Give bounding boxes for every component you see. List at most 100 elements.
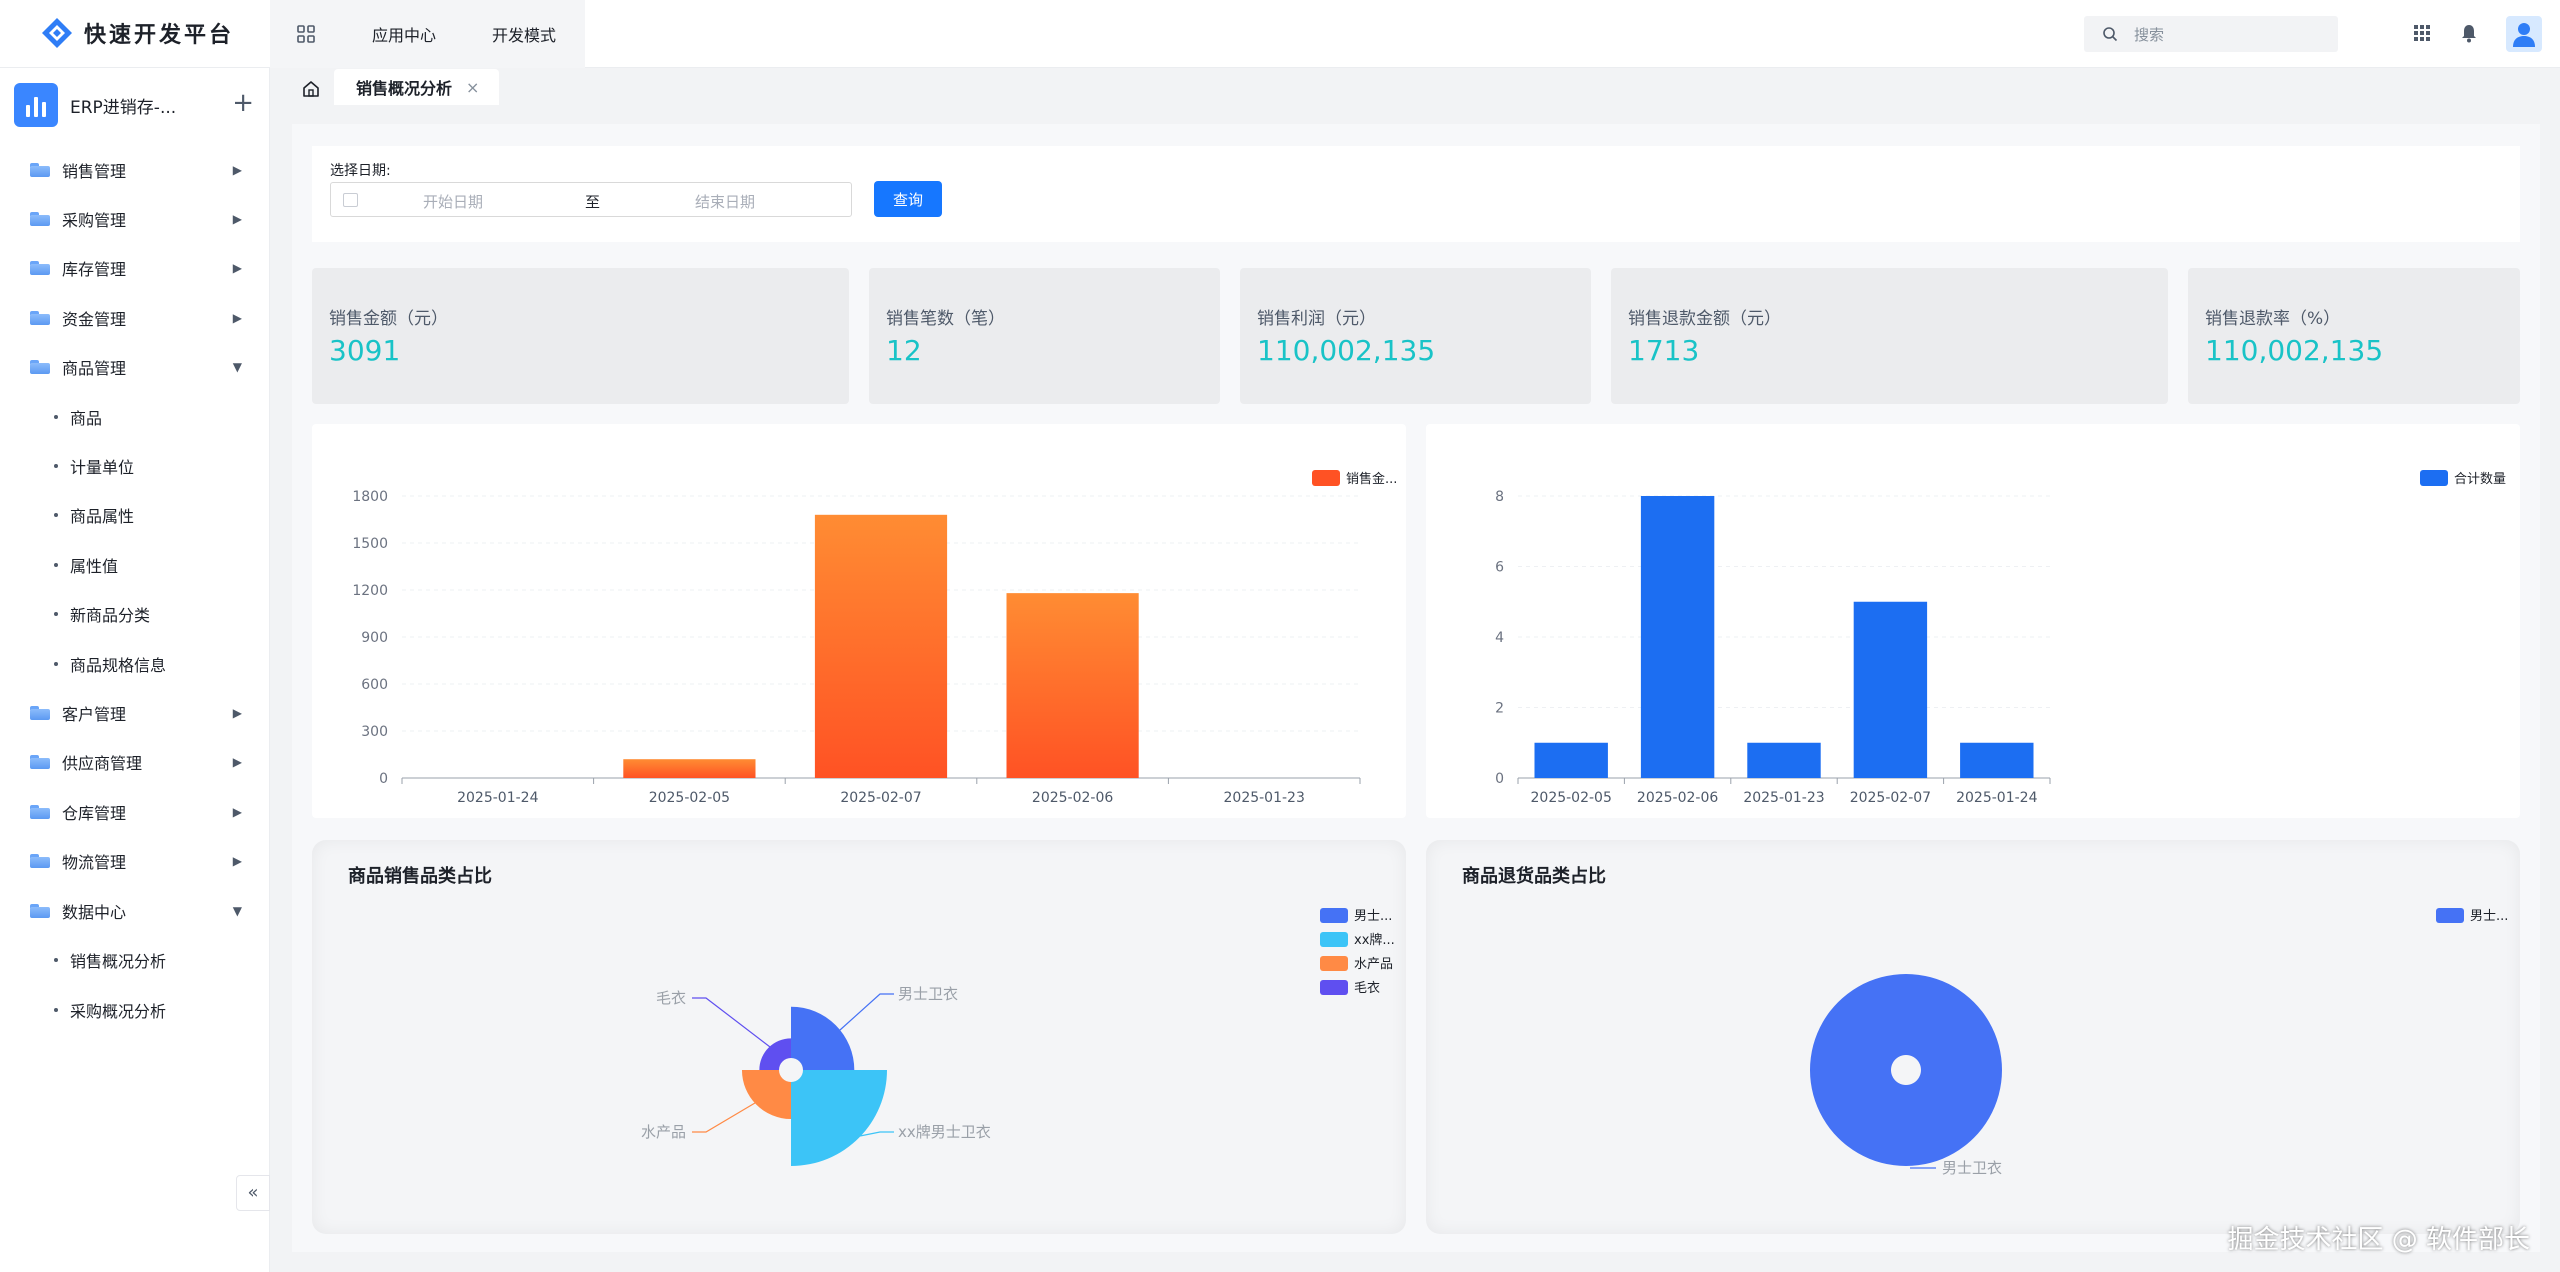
bar[interactable]	[1006, 593, 1139, 778]
stat-card-refund-amount: 销售退款金额（元） 1713	[1611, 268, 2168, 404]
end-date-input[interactable]: 结束日期	[695, 193, 756, 211]
user-avatar[interactable]	[2506, 16, 2542, 52]
folder-icon	[30, 359, 50, 374]
menu-purchase[interactable]: 采购管理 ▶	[0, 194, 270, 243]
submenu-label: 采购概况分析	[70, 1001, 167, 1021]
legend-label[interactable]: 男士...	[2470, 909, 2508, 924]
pie-slice[interactable]	[1809, 974, 2002, 1166]
menu-goods[interactable]: 商品管理 ▼	[0, 342, 270, 391]
brand-logo[interactable]: 快速开发平台	[40, 16, 234, 50]
bar[interactable]	[1853, 601, 1928, 778]
quantity-chart: 0 2 4 6 8 2025-02-05 2025-02-06 2025-01-23 2025-…	[1426, 424, 2520, 818]
legend-swatch[interactable]	[1320, 908, 1348, 923]
stat-card-sales-profit: 销售利润（元） 110,002,135	[1240, 268, 1591, 404]
caret-right-icon: ▶	[232, 705, 242, 720]
search-input[interactable]: 搜索	[2134, 25, 2165, 44]
submenu-label: 新商品分类	[70, 605, 151, 625]
submenu-unit[interactable]: 计量单位	[0, 441, 270, 490]
x-tick-label: 2025-02-07	[1850, 790, 1931, 806]
legend-label[interactable]: 男士...	[1354, 909, 1392, 924]
legend-swatch[interactable]	[2420, 470, 2448, 486]
sales-category-title: 商品销售品类占比	[348, 866, 492, 887]
menu-label: 采购管理	[62, 210, 127, 230]
bar[interactable]	[814, 514, 948, 778]
add-icon[interactable]: +	[232, 88, 254, 118]
pie-slice-label: 男士卫衣	[1942, 1159, 2002, 1177]
bar[interactable]	[1960, 742, 2034, 778]
legend-swatch[interactable]	[1320, 932, 1348, 947]
bar[interactable]	[1534, 742, 1608, 778]
app-grid-icon[interactable]	[296, 24, 316, 44]
menu-inventory[interactable]: 库存管理 ▶	[0, 243, 270, 292]
submenu-attribute-value[interactable]: 属性值	[0, 540, 270, 589]
app-switcher[interactable]: ERP进销存-... +	[14, 80, 254, 130]
grid-menu-icon[interactable]	[2411, 22, 2433, 44]
legend-label[interactable]: 销售金...	[1346, 471, 1397, 487]
legend-label[interactable]: xx牌...	[1354, 932, 1395, 948]
x-tick-label: 2025-02-05	[649, 790, 730, 806]
y-tick-label: 1800	[352, 489, 388, 505]
nav-app-center[interactable]: 应用中心	[372, 26, 437, 45]
submenu-spec[interactable]: 商品规格信息	[0, 639, 270, 688]
pie-label-line	[859, 1131, 894, 1137]
submenu-goods[interactable]: 商品	[0, 392, 270, 441]
legend-swatch[interactable]	[2436, 908, 2464, 923]
stat-label: 销售退款率（%）	[2205, 309, 2341, 329]
search-box[interactable]: 搜索	[2084, 16, 2338, 52]
bar[interactable]	[1640, 496, 1715, 778]
caret-right-icon: ▶	[232, 260, 242, 275]
pie-slice[interactable]	[759, 1038, 791, 1070]
submenu-attribute[interactable]: 商品属性	[0, 490, 270, 539]
collapse-sidebar-button[interactable]: «	[236, 1175, 270, 1211]
tab-sales-analysis[interactable]: 销售概况分析 ×	[334, 69, 500, 105]
menu-customer[interactable]: 客户管理 ▶	[0, 688, 270, 737]
search-icon	[2103, 27, 2118, 42]
menu-sales[interactable]: 销售管理 ▶	[0, 145, 270, 194]
close-icon[interactable]: ×	[466, 77, 480, 97]
pie-slice-label: 水产品	[641, 1123, 686, 1141]
menu-warehouse[interactable]: 仓库管理 ▶	[0, 787, 270, 836]
menu-logistics[interactable]: 物流管理 ▶	[0, 836, 270, 885]
legend-label[interactable]: 毛衣	[1354, 980, 1380, 996]
submenu-label: 销售概况分析	[70, 951, 167, 971]
submenu-purchase-analysis[interactable]: 采购概况分析	[0, 985, 270, 1034]
submenu-label: 属性值	[70, 556, 119, 576]
user-icon	[2513, 23, 2535, 47]
home-tab[interactable]	[294, 74, 328, 104]
legend-label[interactable]: 合计数量	[2454, 472, 2506, 487]
return-category-panel: 商品退货品类占比 男士卫衣 男士...	[1426, 840, 2520, 1234]
submenu-new-category[interactable]: 新商品分类	[0, 589, 270, 638]
pie-slice[interactable]	[791, 1006, 855, 1070]
menu-funds[interactable]: 资金管理 ▶	[0, 293, 270, 342]
query-button[interactable]: 查询	[874, 181, 942, 217]
legend-swatch[interactable]	[1320, 980, 1348, 995]
date-range-picker[interactable]: 开始日期 至 结束日期	[330, 182, 852, 217]
quantity-bar-chart: 0 2 4 6 8 2025-02-05 2025-02-06 2025-01-23 2025-…	[1495, 470, 2506, 806]
menu-supplier[interactable]: 供应商管理 ▶	[0, 737, 270, 786]
app-chart-icon	[14, 83, 58, 127]
menu-label: 商品管理	[62, 358, 127, 378]
x-tick-label: 2025-01-23	[1743, 790, 1824, 806]
y-tick-label: 8	[1495, 489, 1504, 505]
bell-icon[interactable]	[2458, 22, 2480, 44]
tabs-bar	[270, 68, 2560, 108]
x-tick-label: 2025-01-24	[1956, 790, 2037, 806]
nav-dev-mode[interactable]: 开发模式	[492, 26, 557, 45]
submenu-sales-analysis[interactable]: 销售概况分析	[0, 935, 270, 984]
menu-data-center[interactable]: 数据中心 ▼	[0, 886, 270, 935]
pie-slice[interactable]	[741, 1070, 791, 1120]
x-tick-label: 2025-01-24	[457, 790, 538, 806]
y-tick-label: 600	[361, 677, 388, 693]
bar[interactable]	[623, 759, 756, 778]
legend-swatch[interactable]	[1320, 956, 1348, 971]
legend-swatch[interactable]	[1312, 470, 1340, 486]
y-tick-label: 6	[1495, 560, 1504, 576]
start-date-input[interactable]: 开始日期	[423, 193, 484, 211]
bar[interactable]	[1747, 742, 1821, 778]
pie-slice[interactable]	[791, 1070, 887, 1166]
menu-label: 供应商管理	[62, 753, 143, 773]
stat-label: 销售利润（元）	[1257, 309, 1376, 329]
sidebar: ERP进销存-... + 销售管理 ▶ 采购管理 ▶ 库存管理 ▶ 资金管理 ▶…	[0, 68, 270, 1272]
legend-label[interactable]: 水产品	[1354, 957, 1393, 972]
